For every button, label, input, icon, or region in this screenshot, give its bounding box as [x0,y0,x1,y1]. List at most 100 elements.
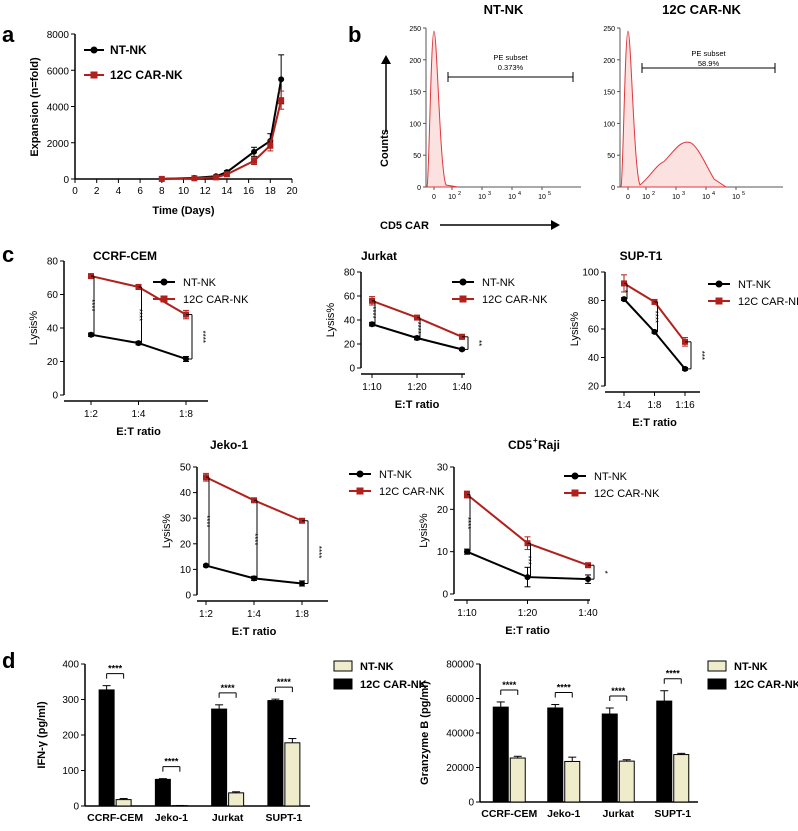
b2-x-tick-exponent: 2 [652,191,655,197]
a-legend-label: 12C CAR-NK [110,68,183,82]
c1-y-tick-label: 0 [52,391,58,402]
b1-x-tick-exponent: 4 [518,191,521,197]
b1-x-tick-label: 10 [478,194,486,201]
c2-y-tick-label: 0 [349,364,355,375]
d1-y-tick-label: 200 [62,731,79,742]
b-y-arrow-head [381,55,391,64]
d2-x-tick-label: Jurkat [602,808,634,820]
b-y-axis-label: Counts [379,129,391,167]
d1-y-tick-label: 100 [62,766,79,777]
c1-y-tick-label: 80 [47,257,59,268]
d1-bar-nt-nk [229,793,244,806]
c5-significance-label: *** [524,555,533,564]
c1-significance-label: **** [87,299,96,311]
a-x-tick-label: 8 [159,186,165,197]
c4-y-tick-label: 20 [180,539,192,550]
b1-y-tick-label: 100 [409,121,421,128]
c4-legend-label: NT-NK [379,469,413,481]
d2-y-tick-label: 40000 [446,729,474,740]
panel-label-a: a [2,22,15,47]
c1-legend-label: 12C CAR-NK [183,294,249,306]
d1-significance-label: **** [221,683,236,693]
c1-y-axis-label: Lysis% [28,311,40,346]
c4-legend-marker [357,471,364,478]
c1-series-line-nt-nk [91,335,186,359]
a-point-12c-car-nk [224,171,230,177]
d2-significance-label: **** [557,683,572,693]
c2-legend-label: NT-NK [482,277,516,289]
a-x-axis-label: Time (Days) [152,205,214,217]
c1-x-axis-label: E:T ratio [116,426,161,438]
a-x-tick-label: 2 [94,186,100,197]
c2-legend-marker [460,279,467,286]
c1-significance-label: **** [198,331,207,343]
d2-bar-12c-car-nk [657,701,672,802]
d1-x-tick-label: CCRF-CEM [87,812,143,824]
a-y-tick-label: 0 [63,175,69,186]
c4-x-tick-label: 1:4 [247,609,261,620]
panel-label-c: c [2,242,14,267]
c2-y-tick-label: 60 [344,292,356,303]
c2-x-tick-label: 1:20 [407,382,427,393]
d2-y-tick-label: 0 [468,798,474,809]
b-x-arrow-head [551,220,560,230]
c5-significance-label: * [600,571,609,574]
c3-x-tick-label: 1:8 [648,400,662,411]
b2-y-tick-label: 200 [603,58,615,65]
d2-bar-12c-car-nk [548,708,563,802]
b2-x-tick-exponent: 3 [682,191,685,197]
a-series-line-12c-car-nk [162,100,281,179]
d2-x-tick-label: CCRF-CEM [481,808,537,820]
a-x-tick-label: 6 [137,186,143,197]
b2-x-tick-label: 10 [642,194,650,201]
b1-x-tick-label: 10 [538,194,546,201]
a-point-12c-car-nk [267,142,273,148]
c5-title-tail: Raji [538,438,560,452]
a-point-12c-car-nk [213,174,219,180]
c4-y-tick-label: 40 [180,488,192,499]
b1-y-tick-label: 200 [409,58,421,65]
b2-gate-value: 58.9% [698,59,720,68]
c5-significance-label: **** [463,517,472,529]
d1-significance-label: **** [164,757,179,767]
panel-label-d: d [2,648,15,673]
c3-y-axis-label: Lysis% [569,312,581,347]
d2-significance-label: **** [502,680,517,690]
c4-x-axis-label: E:T ratio [232,626,277,638]
a-point-12c-car-nk [191,175,197,181]
b-x-axis-label: CD5 CAR [380,220,429,232]
c3-y-tick-label: 80 [588,296,600,307]
a-y-tick-label: 8000 [47,30,70,41]
c5-legend-label: NT-NK [594,471,628,483]
c3-title: SUP-T1 [620,249,663,263]
c4-y-tick-label: 30 [180,514,192,525]
c2-significance-label: ** [474,340,483,346]
c3-y-tick-label: 60 [588,325,600,336]
d1-y-tick-label: 300 [62,695,79,706]
c1-x-tick-label: 1:4 [132,409,146,420]
d1-x-tick-label: Jurkat [212,812,244,824]
a-point-nt-nk [278,76,284,82]
d1-bar-12c-car-nk [212,709,227,806]
b1-x-tick-exponent: 2 [458,191,461,197]
b1-x-tick-label: 10 [508,194,516,201]
d2-legend-label: NT-NK [734,661,768,673]
c5-y-tick-label: 20 [437,505,449,516]
d1-significance-label: **** [277,677,292,687]
d2-x-tick-label: SUPT-1 [654,808,691,820]
c2-legend-label: 12C CAR-NK [482,294,548,306]
c3-significance-label: * [620,290,629,293]
c1-x-tick-label: 1:8 [179,409,193,420]
d1-y-tick-label: 400 [62,660,79,671]
b2-title: 12C CAR-NK [662,2,741,17]
d2-significance-label: **** [611,686,626,696]
d2-y-tick-label: 20000 [446,763,474,774]
c4-y-axis-label: Lysis% [161,514,173,549]
d2-bar-12c-car-nk [602,714,617,802]
c5-x-tick-label: 1:20 [518,608,538,619]
b2-x-tick-label: 10 [702,194,710,201]
a-y-tick-label: 4000 [47,103,70,114]
d2-legend-swatch [708,679,726,689]
d1-bar-nt-nk [285,743,300,806]
c3-legend-label: 12C CAR-NK [738,296,798,308]
